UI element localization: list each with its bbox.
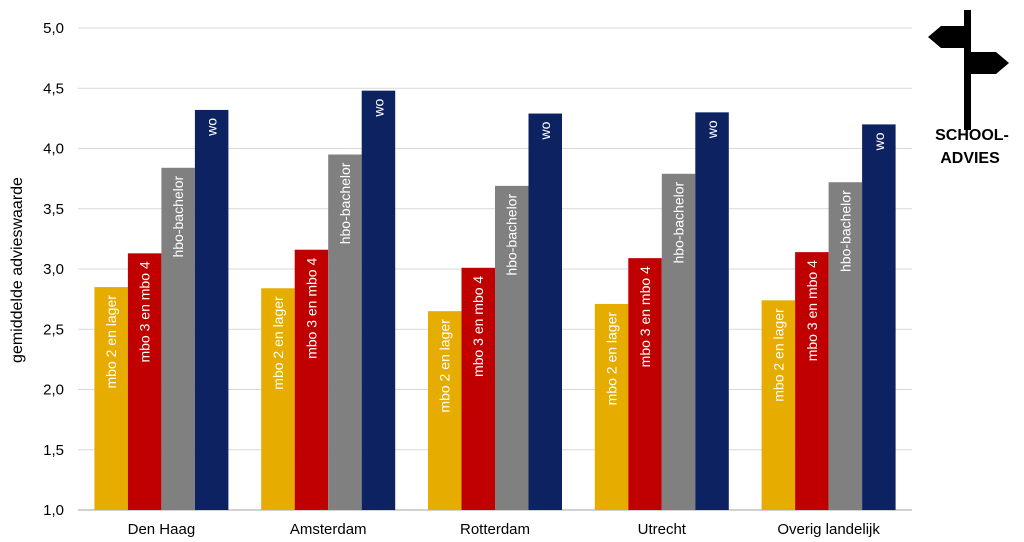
y-tick-label: 2,0 bbox=[43, 382, 64, 399]
x-tick-label: Rotterdam bbox=[460, 521, 530, 538]
x-tick-label: Amsterdam bbox=[290, 521, 367, 538]
bar bbox=[194, 109, 229, 510]
bar bbox=[594, 303, 629, 510]
bar-series-label: wo bbox=[204, 118, 220, 137]
bar-series-label: mbo 3 en mbo 4 bbox=[137, 261, 153, 362]
bar bbox=[528, 113, 562, 511]
y-tick-label: 3,5 bbox=[43, 201, 64, 218]
bar bbox=[361, 90, 396, 510]
bar-series-label: mbo 3 en mbo 4 bbox=[470, 276, 486, 377]
bar-series-label: mbo 2 en lager bbox=[604, 312, 620, 406]
bar-series-label: wo bbox=[537, 121, 553, 140]
bar bbox=[294, 249, 329, 510]
badge-line-1: SCHOOL- bbox=[935, 127, 1009, 144]
bar-series-label: mbo 3 en mbo 4 bbox=[804, 260, 820, 361]
bar-series-label: hbo-bachelor bbox=[504, 194, 520, 276]
bar bbox=[862, 124, 896, 511]
bar-series-label: mbo 2 en lager bbox=[770, 308, 786, 402]
bar-series-label: wo bbox=[871, 132, 887, 151]
bar bbox=[661, 173, 696, 510]
bar-series-label: wo bbox=[370, 98, 386, 117]
school-advies-badge: SCHOOL- ADVIES bbox=[928, 10, 1009, 167]
bar bbox=[628, 258, 662, 510]
bar-series-label: mbo 2 en lager bbox=[103, 295, 119, 389]
bar bbox=[261, 288, 295, 510]
bar bbox=[328, 154, 362, 510]
bar-series-label: mbo 3 en mbo 4 bbox=[303, 258, 319, 359]
bar-series-label: hbo-bachelor bbox=[671, 181, 687, 263]
badge-line-2: ADVIES bbox=[940, 150, 1000, 167]
y-axis-ticks: 1,0 1,5 2,0 2,5 3,0 3,5 4,0 4,5 5,0 bbox=[43, 20, 64, 519]
bar-series-label: hbo-bachelor bbox=[337, 162, 353, 244]
x-tick-label: Den Haag bbox=[128, 521, 196, 538]
x-tick-label: Overig landelijk bbox=[777, 521, 880, 538]
y-tick-label: 1,0 bbox=[43, 502, 64, 519]
y-tick-label: 1,5 bbox=[43, 442, 64, 459]
bar bbox=[761, 300, 796, 510]
bar-series-label: mbo 2 en lager bbox=[270, 296, 286, 390]
bar-series-label: hbo-bachelor bbox=[170, 175, 186, 257]
bar bbox=[695, 112, 729, 510]
bar bbox=[795, 252, 829, 510]
y-tick-label: 4,5 bbox=[43, 80, 64, 97]
bar bbox=[94, 287, 128, 510]
x-tick-label: Utrecht bbox=[638, 521, 687, 538]
bars: mbo 2 en lager mbo 3 en mbo 4 hbo-bachelor… bbox=[94, 90, 896, 511]
signpost-icon bbox=[928, 10, 1009, 130]
bar-series-label: mbo 2 en lager bbox=[437, 319, 453, 413]
y-tick-label: 2,5 bbox=[43, 321, 64, 338]
bar-series-label: wo bbox=[704, 120, 720, 139]
y-tick-label: 4,0 bbox=[43, 141, 64, 158]
y-tick-label: 3,0 bbox=[43, 261, 64, 278]
bar bbox=[828, 182, 863, 511]
x-axis-ticks: Den Haag Amsterdam Rotterdam Utrecht Overig … bbox=[128, 521, 881, 538]
bar bbox=[127, 253, 162, 510]
y-axis-label: gemiddelde advieswaarde bbox=[9, 177, 26, 363]
bar bbox=[495, 185, 529, 511]
bar bbox=[461, 267, 495, 510]
y-tick-label: 5,0 bbox=[43, 20, 64, 37]
bar bbox=[428, 311, 462, 510]
bar bbox=[161, 167, 195, 510]
bar-series-label: hbo-bachelor bbox=[837, 190, 853, 272]
bar-series-label: mbo 3 en mbo 4 bbox=[637, 266, 653, 367]
